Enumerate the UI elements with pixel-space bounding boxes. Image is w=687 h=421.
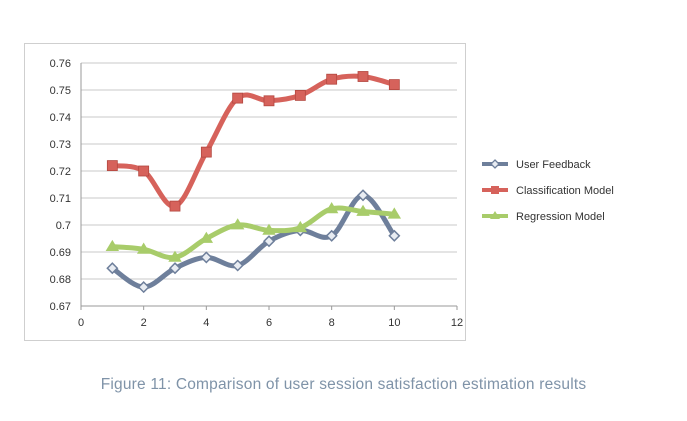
- x-tick-label: 4: [203, 317, 209, 329]
- series-lines: [105, 71, 402, 294]
- series-0: [106, 189, 401, 294]
- x-tick-label: 8: [329, 317, 335, 329]
- data-point: [357, 71, 369, 82]
- data-point: [388, 229, 401, 242]
- data-point: [262, 223, 276, 235]
- legend-marker: [490, 159, 500, 169]
- data-point: [388, 79, 400, 90]
- data-point: [200, 146, 212, 158]
- data-point: [387, 207, 402, 219]
- data-point: [199, 231, 214, 243]
- legend-label: Regression Model: [516, 211, 605, 223]
- x-tick-label: 6: [266, 317, 272, 329]
- legend-item: User Feedback: [482, 159, 591, 171]
- data-point: [168, 262, 182, 275]
- data-point: [200, 251, 213, 264]
- x-tick-label: 0: [78, 317, 84, 329]
- data-point: [168, 250, 182, 262]
- data-point: [356, 204, 370, 216]
- data-point: [326, 73, 338, 85]
- data-point: [106, 160, 118, 171]
- y-tick-label: 0.75: [50, 85, 71, 97]
- data-point: [231, 259, 244, 272]
- legend-marker: [490, 211, 500, 219]
- x-tick-label: 12: [451, 317, 463, 329]
- x-tick-label: 2: [141, 317, 147, 329]
- y-tick-label: 0.76: [50, 58, 71, 70]
- legend-marker: [491, 186, 499, 194]
- y-tick-label: 0.68: [50, 274, 71, 286]
- data-point: [169, 200, 181, 212]
- x-tick-label: 10: [388, 317, 400, 329]
- legend-item: Classification Model: [482, 185, 614, 197]
- data-point: [138, 165, 150, 177]
- series-line: [109, 205, 397, 261]
- line-chart: 0.67 0.68 0.69 0.7 0.71 0.72 0.73 0.74 0.75 0.76 0…: [50, 58, 464, 329]
- data-point: [232, 92, 244, 104]
- data-point: [294, 90, 306, 101]
- data-point: [263, 95, 275, 107]
- chart-legend: User Feedback Classification Model Regress…: [482, 159, 614, 223]
- y-tick-label: 0.71: [50, 193, 71, 205]
- data-point: [293, 220, 308, 233]
- series-line: [109, 192, 397, 290]
- series-2: [105, 202, 402, 262]
- data-point: [356, 189, 370, 202]
- y-tick-label: 0.72: [50, 166, 71, 178]
- data-point: [262, 235, 276, 248]
- y-tick-label: 0.7: [56, 220, 71, 232]
- y-tick-label: 0.73: [50, 139, 71, 151]
- y-tick-label: 0.67: [50, 301, 71, 313]
- data-point: [106, 262, 119, 275]
- data-point: [136, 242, 151, 254]
- data-point: [325, 229, 338, 242]
- y-tick-label: 0.74: [50, 112, 71, 124]
- series-1: [106, 71, 400, 212]
- tick-labels: 0.67 0.68 0.69 0.7 0.71 0.72 0.73 0.74 0.75 0.76 0…: [50, 58, 464, 329]
- series-line: [109, 73, 397, 209]
- axes: [80, 63, 458, 310]
- y-tick-label: 0.69: [50, 247, 71, 259]
- data-point: [324, 202, 339, 214]
- legend-label: Classification Model: [516, 185, 614, 197]
- legend-item: Regression Model: [482, 211, 605, 223]
- data-point: [105, 239, 120, 252]
- data-point: [230, 218, 245, 230]
- chart-frame: 0.67 0.68 0.69 0.7 0.71 0.72 0.73 0.74 0.75 0.76 0…: [24, 43, 466, 341]
- legend-label: User Feedback: [516, 159, 591, 171]
- figure-caption: Figure 11: Comparison of user session sa…: [100, 376, 587, 393]
- data-point: [137, 281, 150, 294]
